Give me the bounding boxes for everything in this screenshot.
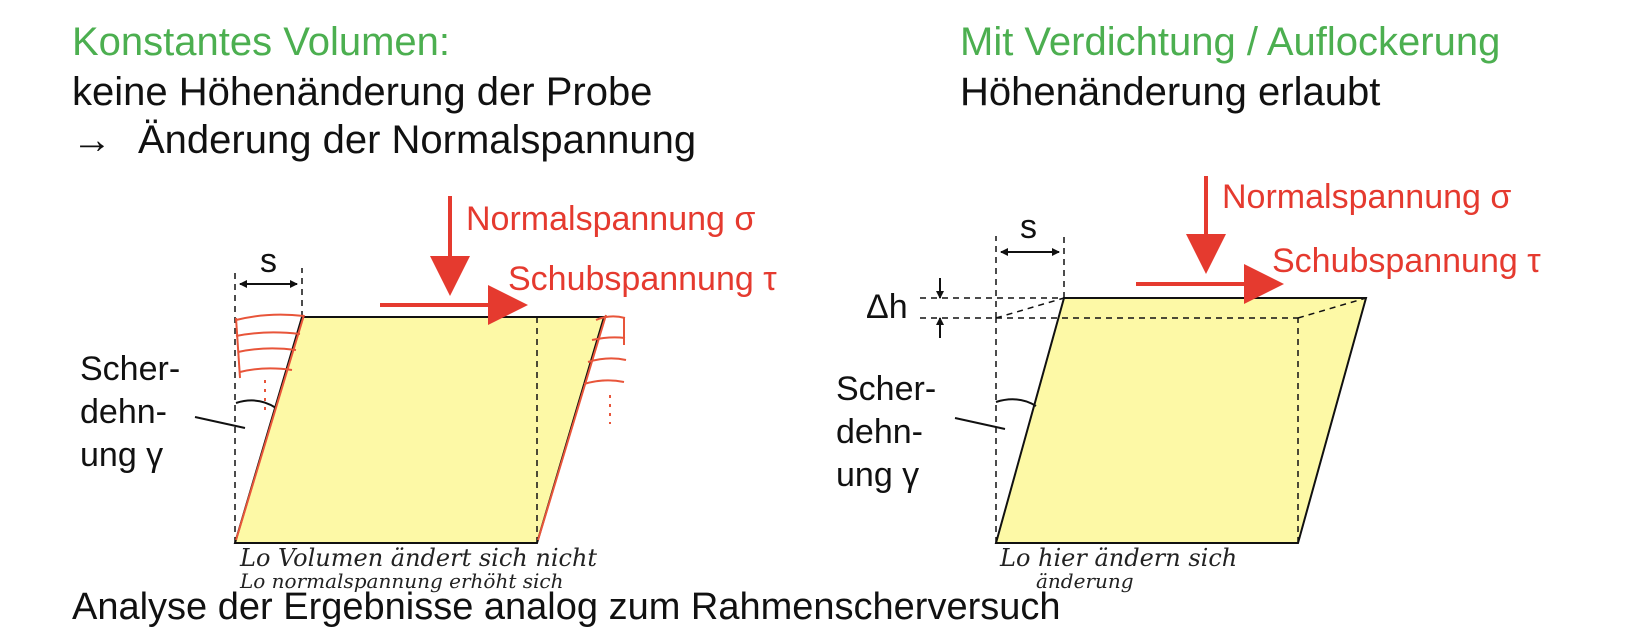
right-angle-arc <box>995 398 1037 407</box>
left-handwriting-2: Lo normalspannung erhöht sich <box>239 569 563 593</box>
right-diagram: Δh s Normalspannung σ Schubspannung τ Sc… <box>836 176 1541 544</box>
left-line-2-arrow: → <box>72 118 112 162</box>
left-normal-label: Normalspannung σ <box>466 200 755 238</box>
left-strain-label-3: ung γ <box>80 436 163 474</box>
right-dashed-diag-left <box>995 297 1065 319</box>
right-strain-label-1: Scher- <box>836 370 936 408</box>
left-line-1: keine Höhenänderung der Probe <box>72 70 653 114</box>
right-handwriting-2: änderung <box>1036 569 1134 593</box>
right-shear-label: Schubspannung τ <box>1272 242 1541 280</box>
left-strain-label-2: dehn- <box>80 393 167 431</box>
right-dashed-diag-right <box>1297 297 1367 319</box>
left-strain-label-1: Scher- <box>80 350 180 388</box>
footer-text: Analyse der Ergebnisse analog zum Rahmen… <box>72 586 1061 628</box>
left-red-annotations <box>235 313 627 541</box>
right-dh-label: Δh <box>866 288 908 326</box>
left-handwriting: Lo Volumen ändert sich nicht Lo normalsp… <box>239 544 597 593</box>
left-handwriting-1: Lo Volumen ändert sich nicht <box>239 544 597 572</box>
right-sample <box>994 297 1368 544</box>
right-handwriting-1: Lo hier ändern sich <box>999 544 1237 572</box>
left-heading: Konstantes Volumen: <box>72 20 451 64</box>
right-s-label: s <box>1020 208 1037 246</box>
right-angle-pointer <box>954 417 1006 430</box>
left-diagram: s Normalspannung σ Schubspannung τ Scher… <box>80 196 777 544</box>
left-s-label: s <box>260 242 277 280</box>
right-heading: Mit Verdichtung / Auflockerung <box>960 20 1501 64</box>
left-sample <box>233 316 606 544</box>
right-handwriting: Lo hier ändern sich änderung <box>999 544 1237 593</box>
left-angle-arc <box>235 399 277 409</box>
right-strain-label-3: ung γ <box>836 456 919 494</box>
right-line-1: Höhenänderung erlaubt <box>960 70 1381 114</box>
right-strain-label-2: dehn- <box>836 413 923 451</box>
left-shear-label: Schubspannung τ <box>508 260 777 298</box>
left-line-2: Änderung der Normalspannung <box>138 118 697 162</box>
left-angle-pointer <box>194 416 246 429</box>
right-normal-label: Normalspannung σ <box>1222 178 1511 216</box>
